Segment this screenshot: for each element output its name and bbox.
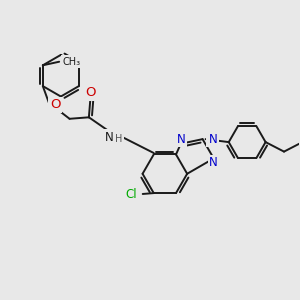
Text: N: N (176, 133, 185, 146)
Text: O: O (50, 98, 61, 111)
Text: N: N (105, 131, 114, 144)
Text: H: H (115, 134, 122, 144)
Text: N: N (209, 156, 218, 170)
Text: Cl: Cl (126, 188, 137, 201)
Text: N: N (209, 156, 218, 170)
Text: CH₃: CH₃ (63, 57, 81, 67)
Text: H: H (115, 134, 122, 144)
Text: N: N (105, 131, 114, 144)
Text: CH₃: CH₃ (63, 57, 81, 67)
Text: O: O (85, 86, 96, 99)
Text: Cl: Cl (126, 188, 137, 201)
Text: N: N (176, 133, 185, 146)
Text: O: O (50, 98, 61, 111)
Text: N: N (208, 133, 217, 146)
Text: N: N (208, 133, 217, 146)
Text: O: O (85, 86, 96, 99)
